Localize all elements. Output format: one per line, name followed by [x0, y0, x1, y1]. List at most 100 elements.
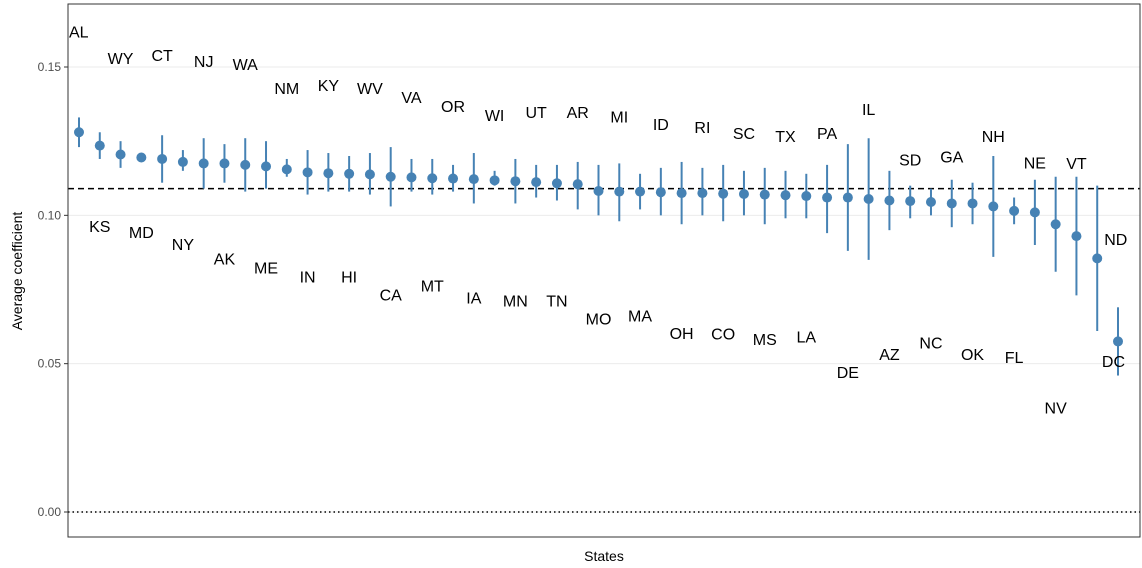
state-label-ri: RI — [694, 120, 710, 137]
state-labels: AL KS WY MD CT NY NJ AK WA ME NM IN KY HI WV CA VA MT OR IA… — [69, 24, 1127, 417]
state-label-mt: MT — [421, 279, 444, 296]
point-az — [884, 195, 895, 206]
state-label-co: CO — [711, 326, 735, 343]
state-label-pa: PA — [817, 126, 837, 143]
state-label-il: IL — [862, 102, 875, 119]
state-label-nm: NM — [274, 81, 299, 98]
point-ri — [697, 188, 708, 199]
point-wv — [364, 169, 375, 180]
state-label-al: AL — [69, 24, 89, 41]
point-ut — [531, 177, 542, 188]
point-wy — [115, 149, 126, 160]
point-vt — [1071, 231, 1082, 242]
point-nd — [1092, 253, 1103, 264]
point-nc — [925, 196, 936, 207]
point-al — [74, 127, 84, 138]
state-label-nd: ND — [1104, 232, 1127, 249]
state-label-ks: KS — [89, 219, 110, 236]
state-label-de: DE — [837, 365, 859, 382]
state-label-ny: NY — [172, 237, 195, 254]
state-label-me: ME — [254, 261, 278, 278]
state-label-ne: NE — [1024, 156, 1046, 173]
point-ak — [219, 158, 230, 169]
state-label-wi: WI — [485, 108, 505, 125]
point-sd — [905, 196, 916, 207]
state-label-ms: MS — [753, 332, 777, 349]
point-pa — [822, 192, 833, 203]
state-label-mo: MO — [586, 311, 612, 328]
state-label-nc: NC — [919, 335, 942, 352]
point-or — [448, 173, 459, 184]
state-label-ut: UT — [525, 105, 547, 122]
state-label-tx: TX — [775, 129, 796, 146]
y-tick-label: 0.00 — [38, 505, 62, 519]
point-in — [302, 167, 313, 178]
point-nv — [1050, 219, 1061, 230]
point-ny — [177, 156, 188, 167]
y-tick-label: 0.05 — [38, 357, 62, 371]
point-md — [136, 152, 147, 163]
point-oh — [676, 188, 687, 199]
reference-lines — [68, 187, 1140, 513]
state-label-mn: MN — [503, 293, 528, 310]
state-label-wa: WA — [233, 57, 259, 74]
point-mi — [614, 186, 625, 197]
state-label-ca: CA — [380, 287, 403, 304]
state-label-mi: MI — [610, 109, 628, 126]
point-ne — [1029, 207, 1040, 218]
point-ks — [94, 140, 105, 151]
point-wa — [240, 159, 251, 170]
state-label-hi: HI — [341, 270, 357, 287]
point-ok — [967, 198, 978, 209]
point-dc — [1113, 336, 1123, 347]
state-label-nv: NV — [1045, 401, 1068, 418]
state-label-ma: MA — [628, 308, 652, 325]
state-label-nj: NJ — [194, 54, 214, 71]
point-nh — [988, 201, 999, 212]
panel-background — [68, 4, 1140, 537]
state-label-ia: IA — [466, 290, 481, 307]
y-axis-title: Average coefficient — [9, 212, 25, 331]
point-mt — [427, 173, 438, 184]
state-label-in: IN — [300, 270, 316, 287]
state-label-ky: KY — [318, 78, 340, 95]
point-id — [655, 187, 666, 198]
state-label-id: ID — [653, 117, 669, 134]
point-ky — [323, 168, 334, 179]
state-label-wy: WY — [108, 51, 134, 68]
point-nm — [281, 164, 292, 175]
point-il — [863, 194, 874, 205]
point-ca — [385, 171, 396, 182]
state-label-sc: SC — [733, 126, 755, 143]
point-la — [801, 191, 812, 202]
state-label-wv: WV — [357, 81, 383, 98]
state-label-ga: GA — [940, 150, 963, 167]
state-label-az: AZ — [879, 347, 900, 364]
y-tick-label: 0.15 — [38, 60, 62, 74]
state-label-dc: DC — [1102, 354, 1125, 371]
point-ga — [946, 198, 957, 209]
point-ms — [759, 189, 770, 200]
point-co — [718, 188, 729, 199]
state-label-va: VA — [401, 90, 421, 107]
state-label-fl: FL — [1005, 350, 1024, 367]
point-de — [842, 192, 853, 203]
state-label-tn: TN — [546, 294, 567, 311]
data-points — [74, 127, 1123, 347]
state-label-md: MD — [129, 225, 154, 242]
state-label-ct: CT — [151, 48, 173, 65]
point-fl — [1009, 205, 1020, 216]
point-mo — [593, 186, 604, 197]
state-label-ar: AR — [567, 105, 589, 122]
panel-border — [67, 3, 1141, 538]
state-label-nh: NH — [982, 129, 1005, 146]
point-va — [406, 172, 417, 183]
state-label-sd: SD — [899, 153, 921, 170]
state-label-la: LA — [797, 329, 817, 346]
state-label-or: OR — [441, 99, 465, 116]
point-mn — [510, 176, 521, 187]
point-wi — [489, 175, 500, 186]
point-ma — [635, 186, 646, 197]
point-tn — [551, 178, 562, 189]
